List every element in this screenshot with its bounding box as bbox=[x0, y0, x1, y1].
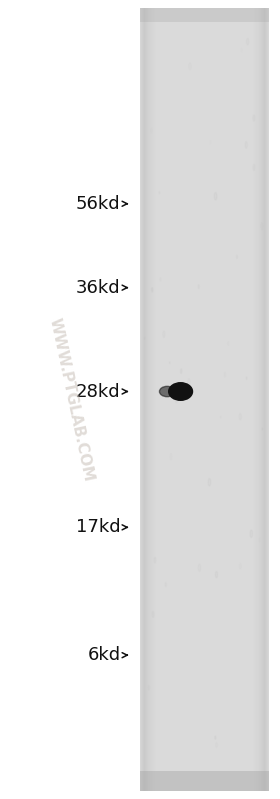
Text: 56kd: 56kd bbox=[76, 195, 120, 213]
Bar bbox=[256, 8, 261, 791]
Bar bbox=[155, 8, 159, 791]
Bar bbox=[146, 8, 151, 791]
Bar bbox=[257, 8, 262, 791]
Bar bbox=[255, 8, 260, 791]
Bar bbox=[143, 8, 148, 791]
Bar bbox=[144, 8, 149, 791]
Bar bbox=[149, 8, 154, 791]
Bar bbox=[152, 8, 157, 791]
Text: 6kd: 6kd bbox=[87, 646, 120, 664]
Bar bbox=[148, 8, 153, 791]
Bar bbox=[140, 8, 144, 791]
Bar bbox=[142, 8, 146, 791]
Bar bbox=[153, 8, 158, 791]
Text: 36kd: 36kd bbox=[76, 279, 120, 296]
Bar bbox=[262, 8, 267, 791]
Bar bbox=[261, 8, 266, 791]
Bar bbox=[151, 8, 156, 791]
Bar bbox=[258, 8, 263, 791]
Bar bbox=[259, 8, 264, 791]
Ellipse shape bbox=[160, 387, 175, 396]
Bar bbox=[140, 772, 269, 791]
Bar bbox=[147, 8, 152, 791]
Bar bbox=[264, 8, 269, 791]
Bar bbox=[253, 8, 258, 791]
Bar bbox=[252, 8, 256, 791]
Bar bbox=[263, 8, 268, 791]
Bar bbox=[150, 8, 155, 791]
Bar bbox=[145, 8, 150, 791]
Text: 28kd: 28kd bbox=[76, 383, 120, 400]
Text: 17kd: 17kd bbox=[76, 519, 120, 536]
Bar bbox=[140, 8, 269, 791]
Bar bbox=[141, 8, 146, 791]
Bar bbox=[251, 8, 255, 791]
Text: WWW.PTGLAB.COM: WWW.PTGLAB.COM bbox=[47, 316, 96, 483]
Bar bbox=[250, 8, 254, 791]
Ellipse shape bbox=[169, 383, 193, 400]
Bar bbox=[260, 8, 265, 791]
Bar bbox=[140, 8, 269, 22]
Bar bbox=[254, 8, 258, 791]
